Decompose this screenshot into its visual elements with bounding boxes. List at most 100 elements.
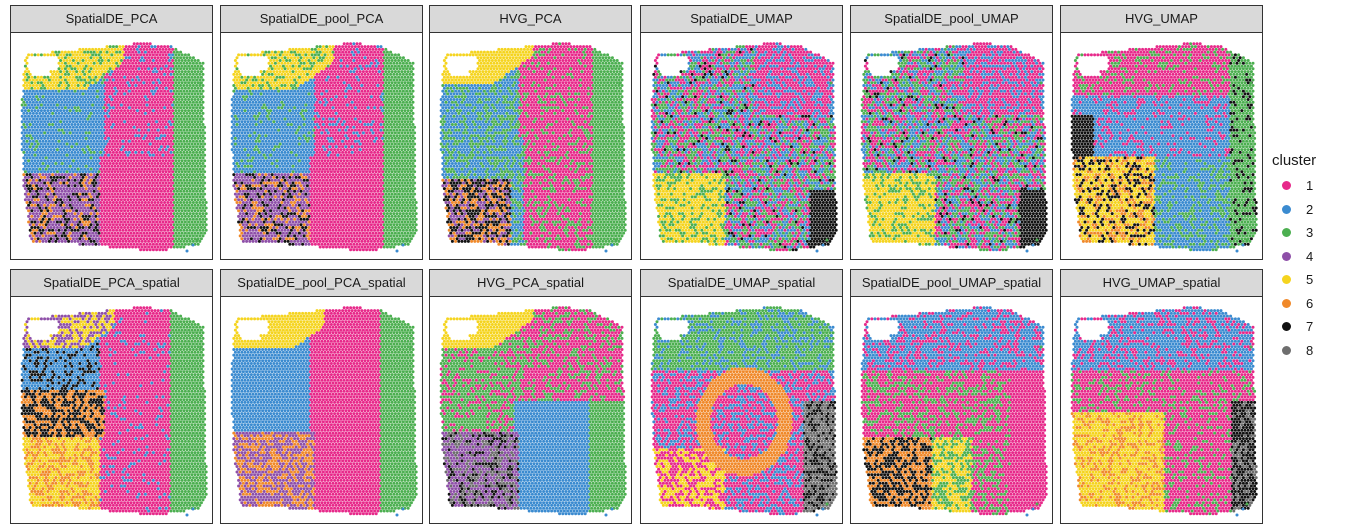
spot-point xyxy=(68,237,72,241)
spot-point xyxy=(119,125,123,129)
spot-point xyxy=(137,173,141,177)
spot-point xyxy=(52,198,56,202)
spot-point xyxy=(150,156,154,160)
spot-point xyxy=(329,53,333,57)
spot-point xyxy=(281,92,285,96)
facet-panel: SpatialDE_pool_PCA xyxy=(220,5,423,260)
spot-point xyxy=(172,173,176,177)
spot-point xyxy=(182,162,186,165)
spot-point xyxy=(151,59,155,62)
spot-point xyxy=(312,67,316,71)
spot-point xyxy=(78,187,82,191)
spot-point xyxy=(145,209,149,213)
spot-point xyxy=(102,89,106,93)
spot-point xyxy=(411,78,415,82)
spot-point xyxy=(79,67,83,71)
spot-point xyxy=(174,226,178,229)
spot-point xyxy=(55,148,59,152)
spot-point xyxy=(155,248,159,252)
spot-point xyxy=(92,89,96,93)
spot-point xyxy=(150,67,154,71)
spot-point xyxy=(355,92,359,96)
spot-point xyxy=(76,162,80,165)
spot-point xyxy=(331,50,335,54)
spot-point xyxy=(110,214,114,218)
spot-point xyxy=(65,114,69,118)
spot-point xyxy=(100,214,104,218)
spot-point xyxy=(286,78,290,82)
spot-point xyxy=(349,42,353,46)
spot-point xyxy=(254,89,258,93)
spot-point xyxy=(297,47,301,51)
spot-point xyxy=(177,226,181,229)
spot-point xyxy=(70,100,74,104)
spot-point xyxy=(357,84,361,87)
spot-point xyxy=(254,95,258,99)
spot-point xyxy=(347,89,351,93)
spot-point xyxy=(163,178,167,182)
spot-point xyxy=(179,173,183,177)
spot-point xyxy=(301,70,305,74)
spot-point xyxy=(87,47,91,51)
spot-point xyxy=(116,75,120,79)
spot-point xyxy=(23,92,27,96)
spot-point xyxy=(333,92,337,96)
spot-point xyxy=(153,111,157,115)
spot-point xyxy=(180,231,184,235)
spot-point xyxy=(60,56,64,60)
spot-point xyxy=(139,242,143,246)
spot-point xyxy=(97,192,101,196)
spot-point xyxy=(116,220,120,224)
spot-point xyxy=(41,239,45,243)
spot-point xyxy=(317,53,321,57)
spot-point xyxy=(52,75,56,79)
spot-point xyxy=(249,98,253,101)
spot-point xyxy=(71,237,75,241)
spot-point xyxy=(110,125,114,129)
spot-point xyxy=(235,61,239,65)
spot-point xyxy=(169,150,173,154)
spot-point xyxy=(307,59,311,62)
spot-point xyxy=(158,59,162,62)
spot-point xyxy=(33,231,37,235)
spot-point xyxy=(81,153,85,157)
spot-point xyxy=(23,142,27,146)
spot-point xyxy=(68,109,72,113)
spot-point xyxy=(124,84,128,87)
spot-point xyxy=(203,170,207,174)
spot-point xyxy=(79,139,83,143)
spot-point xyxy=(30,86,34,90)
spot-point xyxy=(199,231,203,235)
spot-point xyxy=(135,98,139,101)
spot-point xyxy=(140,239,144,243)
spot-point xyxy=(304,59,308,62)
spot-point xyxy=(204,228,208,232)
spot-point xyxy=(86,234,90,238)
spot-point xyxy=(201,134,205,138)
spot-point xyxy=(240,53,244,57)
spot-point xyxy=(320,92,324,96)
spot-point xyxy=(95,61,99,65)
spot-point xyxy=(191,139,195,143)
spot-point xyxy=(67,184,71,188)
spot-point xyxy=(337,67,341,71)
spot-point xyxy=(70,173,74,177)
spot-point xyxy=(159,89,163,93)
spot-point xyxy=(342,81,346,85)
spot-point xyxy=(87,148,91,152)
spot-point xyxy=(161,214,165,218)
spot-point xyxy=(187,231,191,235)
spot-point xyxy=(328,67,332,71)
spot-point xyxy=(272,75,276,79)
spot-point xyxy=(387,59,391,62)
spot-point xyxy=(246,98,250,101)
spot-point xyxy=(145,237,149,241)
facet-panel: SpatialDE_PCA xyxy=(10,5,213,260)
spot-point xyxy=(70,201,74,204)
spot-point xyxy=(118,150,122,154)
spot-point xyxy=(38,106,42,110)
spot-point xyxy=(43,192,47,196)
spot-point xyxy=(182,189,186,193)
spot-point xyxy=(172,111,176,115)
spot-point xyxy=(87,103,91,107)
